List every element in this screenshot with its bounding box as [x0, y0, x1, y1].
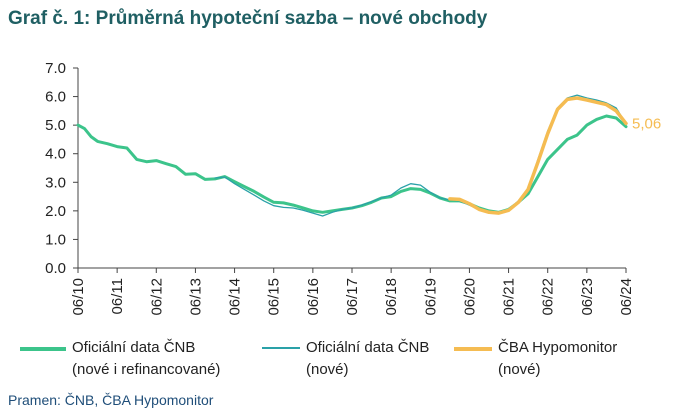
y-tick-label: 4.0	[45, 146, 66, 163]
x-tick-label: 06/14	[227, 278, 244, 316]
series-line-2	[214, 94, 627, 217]
y-tick-label: 7.0	[45, 60, 66, 77]
legend-swatch-cnb-all	[20, 347, 66, 351]
legend-label-cnb-new: Oficiální data ČNB (nové)	[306, 339, 430, 378]
x-tick-label: 06/11	[109, 278, 126, 314]
x-tick-label: 06/19	[422, 278, 439, 316]
y-tick-label: 5.0	[45, 117, 66, 134]
legend-swatch-cba	[454, 347, 492, 351]
legend-label-cnb-all: Oficiální data ČNB (nové i refinancované)	[72, 339, 221, 378]
tick-labels: 0.0 1.0 2.0 3.0 4.0 5.0 6.0 7.0 06/10 06/11 06/12 0…	[45, 60, 661, 316]
x-tick-label: 06/16	[305, 278, 322, 316]
x-tick-label: 06/10	[70, 278, 87, 316]
x-tick-label: 06/15	[266, 278, 283, 316]
y-tick-label: 1.0	[45, 231, 66, 248]
x-tick-label: 06/24	[618, 278, 635, 316]
series-line-1	[76, 114, 628, 214]
x-tick-label: 06/20	[461, 278, 478, 316]
x-tick-label: 06/18	[383, 278, 400, 316]
end-value-label: 5,06	[632, 115, 661, 132]
x-tick-label: 06/23	[579, 278, 596, 316]
legend-label-cba: ČBA Hypomonitor (nové)	[498, 339, 618, 378]
x-tick-label: 06/12	[148, 278, 165, 316]
y-tick-label: 3.0	[45, 174, 66, 191]
x-tick-label: 06/21	[501, 278, 518, 316]
x-tick-label: 06/17	[344, 278, 361, 316]
chart-title: Graf č. 1: Průměrná hypoteční sazba – no…	[8, 8, 488, 29]
x-tick-label: 06/13	[187, 278, 204, 316]
series-line-3	[448, 96, 628, 215]
legend-swatch-cnb-new	[262, 347, 300, 349]
y-tick-label: 6.0	[45, 89, 66, 106]
y-tick-label: 2.0	[45, 203, 66, 220]
y-tick-label: 0.0	[45, 260, 66, 277]
chart-axes	[73, 67, 627, 273]
source-note: Pramen: ČNB, ČBA Hypomonitor	[8, 392, 214, 408]
x-tick-label: 06/22	[540, 278, 557, 316]
series-layer	[76, 94, 628, 217]
